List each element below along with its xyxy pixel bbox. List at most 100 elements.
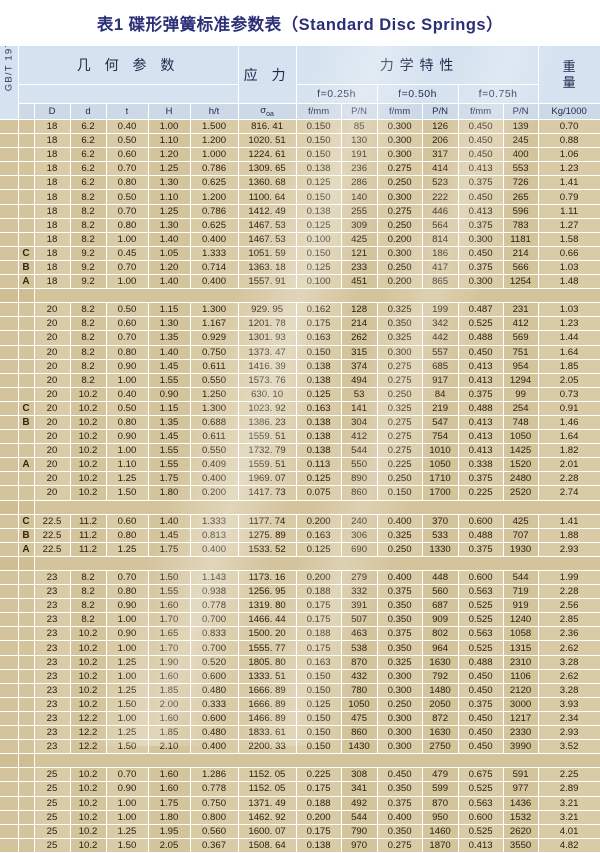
cell-sigma: 1805. 80	[238, 655, 297, 670]
table-row[interactable]: 18 8.2 0.80 1.30 0.625 1467. 53 0.125 309 0.250 5…	[0, 218, 600, 233]
cell-p2: 754	[422, 429, 459, 445]
table-row[interactable]: 20 10.2 1.00 1.55 0.550 1732. 79 0.138 544 0.275…	[0, 443, 600, 459]
cell-f2: 0.250	[377, 697, 423, 712]
cell-H: 1.20	[148, 147, 191, 163]
table-row[interactable]: 20 8.2 0.90 1.45 0.611 1416. 39 0.138 374 0.275 6…	[0, 359, 600, 374]
table-row[interactable]: 23 10.2 1.25 1.85 0.480 1666. 89 0.150 780 0.300…	[0, 683, 600, 698]
cell-p3: 425	[503, 514, 539, 529]
cell-d: 6.2	[70, 119, 107, 135]
row-group-letter	[18, 838, 35, 853]
row-standard-cell	[0, 542, 19, 557]
table-row[interactable]: 23 10.2 1.50 2.00 0.333 1666. 89 0.125 1050 0.25…	[0, 697, 600, 712]
cell-H: 1.80	[148, 485, 191, 501]
table-row[interactable]: 23 8.2 0.70 1.50 1.143 1173. 16 0.200 279 0.400 4…	[0, 570, 600, 586]
table-row[interactable]: 25 10.2 1.25 1.95 0.560 1600. 07 0.175 790 0.350…	[0, 824, 600, 839]
cell-p2: 872	[422, 711, 459, 727]
spacer-cells	[34, 753, 600, 769]
table-row[interactable]: 18 6.2 0.40 1.00 1.500 816. 41 0.150 85 0.300 126…	[0, 119, 600, 135]
table-row[interactable]: 25 10.2 0.90 1.60 0.778 1152. 05 0.175 341 0.350…	[0, 781, 600, 797]
table-row[interactable]: 23 8.2 0.90 1.60 0.778 1319. 80 0.175 391 0.350 6…	[0, 598, 600, 614]
row-group-letter	[18, 387, 35, 402]
cell-f2: 0.300	[377, 133, 423, 149]
table-row[interactable]: 18 8.2 0.50 1.10 1.200 1100. 64 0.150 140 0.300 2…	[0, 189, 600, 205]
table-row[interactable]: 20 8.2 0.70 1.35 0.929 1301. 93 0.163 262 0.325 4…	[0, 330, 600, 346]
cell-H: 1.75	[148, 542, 191, 557]
table-row[interactable]: 23 8.2 1.00 1.70 0.700 1466. 44 0.175 507 0.350 9…	[0, 612, 600, 628]
cell-sigma: 1360. 68	[238, 175, 297, 191]
row-standard-cell	[0, 598, 19, 614]
cell-H: 1.75	[148, 471, 191, 487]
table-row[interactable]: C 22.5 11.2 0.60 1.40 1.333 1177. 74 0.200 240 0.…	[0, 514, 600, 529]
table-row[interactable]: 23 8.2 0.80 1.55 0.938 1256. 95 0.188 332 0.375 5…	[0, 584, 600, 600]
table-row[interactable]: 25 10.2 0.70 1.60 1.286 1152. 05 0.225 308 0.450…	[0, 767, 600, 783]
cell-H: 1.15	[148, 401, 191, 416]
cell-f1: 0.150	[296, 669, 342, 684]
table-row[interactable]: 20 8.2 0.60 1.30 1.167 1201. 78 0.175 214 0.350 3…	[0, 316, 600, 332]
table-row[interactable]: 18 8.2 0.70 1.25 0.786 1412. 49 0.138 255 0.275 4…	[0, 204, 600, 219]
table-row[interactable]: B 22.5 11.2 0.80 1.45 0.813 1275. 89 0.163 306 0.…	[0, 528, 600, 543]
cell-d: 10.2	[70, 640, 107, 656]
cell-p1: 475	[341, 711, 378, 727]
cell-p1: 121	[341, 246, 378, 261]
row-standard-cell	[0, 528, 19, 543]
table-row[interactable]: 18 6.2 0.50 1.10 1.200 1020. 51 0.150 130 0.300 2…	[0, 133, 600, 149]
table-row[interactable]: 23 10.2 1.25 1.90 0.520 1805. 80 0.163 870 0.325…	[0, 655, 600, 670]
cell-f3: 0.413	[458, 443, 504, 459]
table-row[interactable]: 20 8.2 1.00 1.55 0.550 1573. 76 0.138 494 0.275 9…	[0, 373, 600, 388]
cell-D: 20	[34, 429, 71, 445]
cell-weight: 2.93	[538, 725, 600, 741]
cell-H: 1.60	[148, 781, 191, 797]
table-row[interactable]: 23 10.2 0.90 1.65 0.833 1500. 20 0.188 463 0.375…	[0, 626, 600, 642]
table-row[interactable]: 25 10.2 1.50 2.05 0.367 1508. 64 0.138 970 0.275…	[0, 838, 600, 853]
table-row[interactable]: 20 10.2 1.50 1.80 0.200 1417. 73 0.075 860 0.150…	[0, 485, 600, 501]
table-row[interactable]: C 20 10.2 0.50 1.15 1.300 1023. 92 0.163 141 0.32…	[0, 401, 600, 416]
standard-label: GB/T 1972	[3, 46, 15, 92]
table-row[interactable]: 25 10.2 1.00 1.75 0.750 1371. 49 0.188 492 0.375…	[0, 796, 600, 811]
cell-H: 1.25	[148, 204, 191, 219]
cell-p2: 1330	[422, 542, 459, 557]
cell-h-over-t: 1.000	[190, 147, 239, 163]
table-row[interactable]: B 18 9.2 0.70 1.20 0.714 1363. 18 0.125 233 0.250…	[0, 260, 600, 276]
cell-p1: 309	[341, 218, 378, 233]
cell-d: 8.2	[70, 204, 107, 219]
table-row[interactable]: 23 10.2 1.00 1.70 0.700 1555. 77 0.175 538 0.350…	[0, 640, 600, 656]
cell-f2: 0.400	[377, 810, 423, 825]
cell-sigma: 1152. 05	[238, 767, 297, 783]
table-row[interactable]: 23 12.2 1.00 1.60 0.600 1466. 89 0.150 475 0.300…	[0, 711, 600, 727]
cell-h-over-t: 0.560	[190, 824, 239, 839]
table-row[interactable]: A 22.5 11.2 1.25 1.75 0.400 1533. 52 0.125 690 0.…	[0, 542, 600, 557]
cell-d: 8.2	[70, 359, 107, 374]
row-group-letter	[18, 711, 35, 727]
cell-t: 0.70	[106, 260, 149, 276]
row-standard-cell	[0, 401, 19, 416]
table-row[interactable]: 20 10.2 0.90 1.45 0.611 1559. 51 0.138 412 0.275…	[0, 429, 600, 445]
cell-f2: 0.300	[377, 345, 423, 360]
cell-weight: 2.62	[538, 640, 600, 656]
cell-D: 18	[34, 218, 71, 233]
table-row[interactable]: 18 6.2 0.80 1.30 0.625 1360. 68 0.125 286 0.250 5…	[0, 175, 600, 191]
column-header-f2: f/mm	[377, 103, 423, 120]
cell-p3: 1217	[503, 711, 539, 727]
table-row[interactable]: 23 10.2 1.00 1.60 0.600 1333. 51 0.150 432 0.300…	[0, 669, 600, 684]
cell-p3: 1425	[503, 443, 539, 459]
table-row[interactable]: C 18 9.2 0.45 1.05 1.333 1051. 59 0.150 121 0.300…	[0, 246, 600, 261]
table-row[interactable]: 20 8.2 0.50 1.15 1.300 929. 95 0.162 128 0.325 19…	[0, 302, 600, 318]
table-row[interactable]: B 20 10.2 0.80 1.35 0.688 1386. 23 0.138 304 0.27…	[0, 415, 600, 431]
table-row[interactable]: 20 10.2 0.40 0.90 1.250 630. 10 0.125 53 0.250 84…	[0, 387, 600, 402]
cell-weight: 2.28	[538, 584, 600, 600]
table-row[interactable]: 23 12.2 1.25 1.85 0.480 1833. 61 0.150 860 0.300…	[0, 725, 600, 741]
cell-D: 20	[34, 359, 71, 374]
cell-f1: 0.188	[296, 626, 342, 642]
table-row[interactable]: 20 10.2 1.25 1.75 0.400 1969. 07 0.125 890 0.250…	[0, 471, 600, 487]
table-row[interactable]: 18 6.2 0.70 1.25 0.786 1309. 65 0.138 236 0.275 4…	[0, 161, 600, 177]
table-row[interactable]: 25 10.2 1.00 1.80 0.800 1462. 92 0.200 544 0.400…	[0, 810, 600, 825]
table-row[interactable]: 18 6.2 0.60 1.20 1.000 1224. 61 0.150 191 0.300 3…	[0, 147, 600, 163]
table-row[interactable]: 18 8.2 1.00 1.40 0.400 1467. 53 0.100 425 0.200 8…	[0, 232, 600, 247]
table-row[interactable]: A 20 10.2 1.10 1.55 0.409 1559. 51 0.113 550 0.22…	[0, 457, 600, 473]
cell-t: 1.25	[106, 725, 149, 741]
cell-h-over-t: 0.778	[190, 598, 239, 614]
cell-f1: 0.162	[296, 302, 342, 318]
table-row[interactable]: A 18 9.2 1.00 1.40 0.400 1557. 91 0.100 451 0.200…	[0, 274, 600, 290]
table-row[interactable]: 20 8.2 0.80 1.40 0.750 1373. 47 0.150 315 0.300 5…	[0, 345, 600, 360]
table-row[interactable]: 23 12.2 1.50 2.10 0.400 2200. 33 0.150 1430 0.30…	[0, 739, 600, 755]
